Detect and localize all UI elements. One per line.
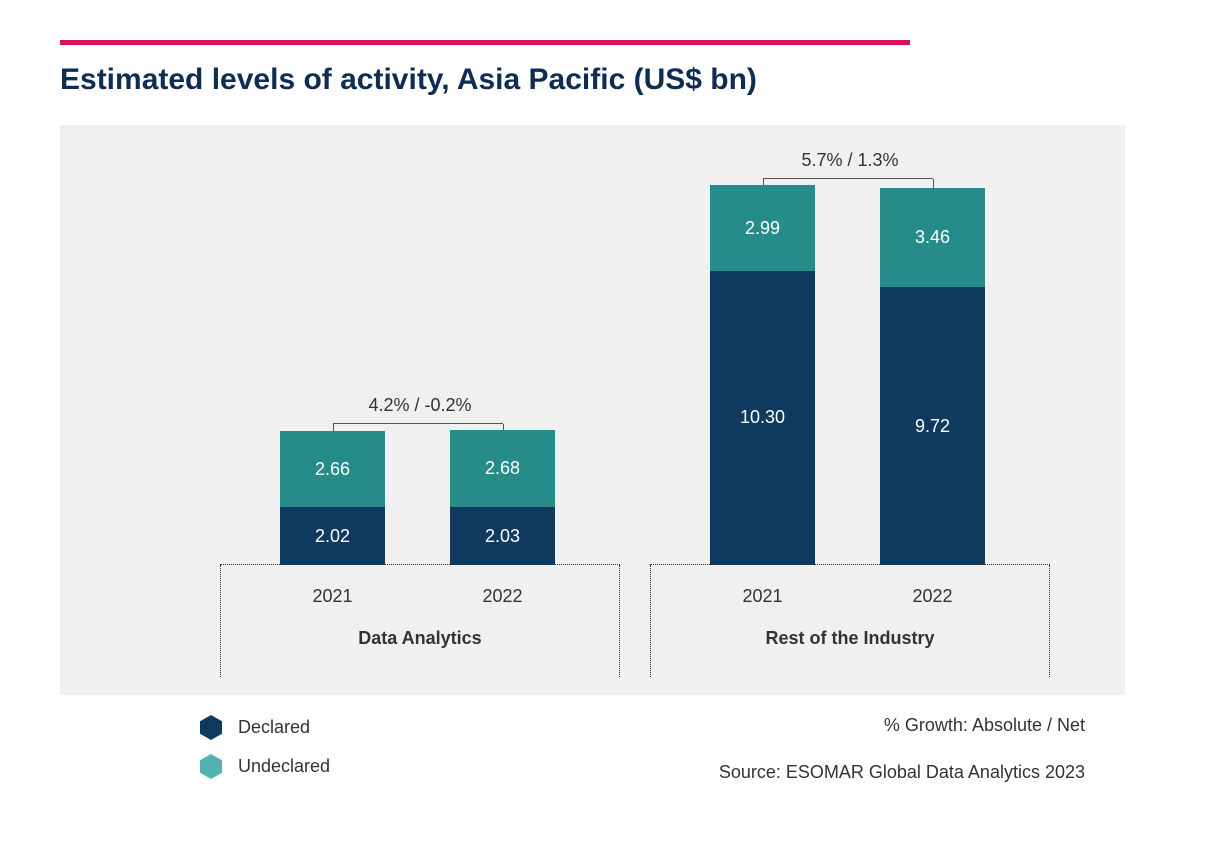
growth-connector-leg [503, 424, 504, 430]
chart-area: Data Analytics2.662.0220212.682.0320224.… [60, 125, 1125, 695]
bar-segment-declared: 10.30 [710, 271, 815, 565]
footer-notes: % Growth: Absolute / Net Source: ESOMAR … [719, 715, 1085, 783]
year-label: 2021 [710, 586, 815, 607]
growth-connector-leg [933, 179, 934, 188]
legend-item-undeclared: Undeclared [200, 754, 330, 779]
bar-segment-declared: 9.72 [880, 287, 985, 565]
bar-column: 3.469.722022 [880, 188, 985, 565]
bar-segment-declared: 2.02 [280, 507, 385, 565]
bar-column: 2.682.032022 [450, 430, 555, 565]
legend: Declared Undeclared [200, 715, 330, 779]
bar-segment-undeclared: 2.99 [710, 185, 815, 270]
year-label: 2021 [280, 586, 385, 607]
chart-footer: Declared Undeclared % Growth: Absolute / … [60, 695, 1125, 783]
legend-label: Declared [238, 717, 310, 738]
year-label: 2022 [450, 586, 555, 607]
growth-label: 5.7% / 1.3% [650, 150, 1050, 171]
chart-group: Rest of the Industry2.9910.3020213.469.7… [650, 564, 1050, 565]
growth-note: % Growth: Absolute / Net [719, 715, 1085, 736]
growth-connector-leg [333, 424, 334, 431]
legend-label: Undeclared [238, 756, 330, 777]
growth-label: 4.2% / -0.2% [220, 395, 620, 416]
bar-segment-declared: 2.03 [450, 507, 555, 565]
growth-connector [763, 178, 933, 179]
chart-group: Data Analytics2.662.0220212.682.0320224.… [220, 564, 620, 565]
legend-swatch-declared [200, 715, 222, 740]
group-label: Rest of the Industry [650, 628, 1050, 649]
year-label: 2022 [880, 586, 985, 607]
bar-segment-undeclared: 2.68 [450, 430, 555, 507]
chart-plot: Data Analytics2.662.0220212.682.0320224.… [220, 165, 1090, 565]
group-border-left [650, 565, 651, 677]
bar-segment-undeclared: 3.46 [880, 188, 985, 287]
growth-connector-leg [763, 179, 764, 185]
group-border-right [619, 565, 620, 677]
group-border-left [220, 565, 221, 677]
bar-segment-undeclared: 2.66 [280, 431, 385, 507]
bar-column: 2.662.022021 [280, 431, 385, 565]
source-note: Source: ESOMAR Global Data Analytics 202… [719, 762, 1085, 783]
group-border-right [1049, 565, 1050, 677]
group-label: Data Analytics [220, 628, 620, 649]
legend-swatch-undeclared [200, 754, 222, 779]
growth-connector [333, 423, 503, 424]
accent-rule [60, 40, 910, 45]
chart-title: Estimated levels of activity, Asia Pacif… [60, 63, 1172, 97]
legend-item-declared: Declared [200, 715, 330, 740]
bar-column: 2.9910.302021 [710, 185, 815, 565]
